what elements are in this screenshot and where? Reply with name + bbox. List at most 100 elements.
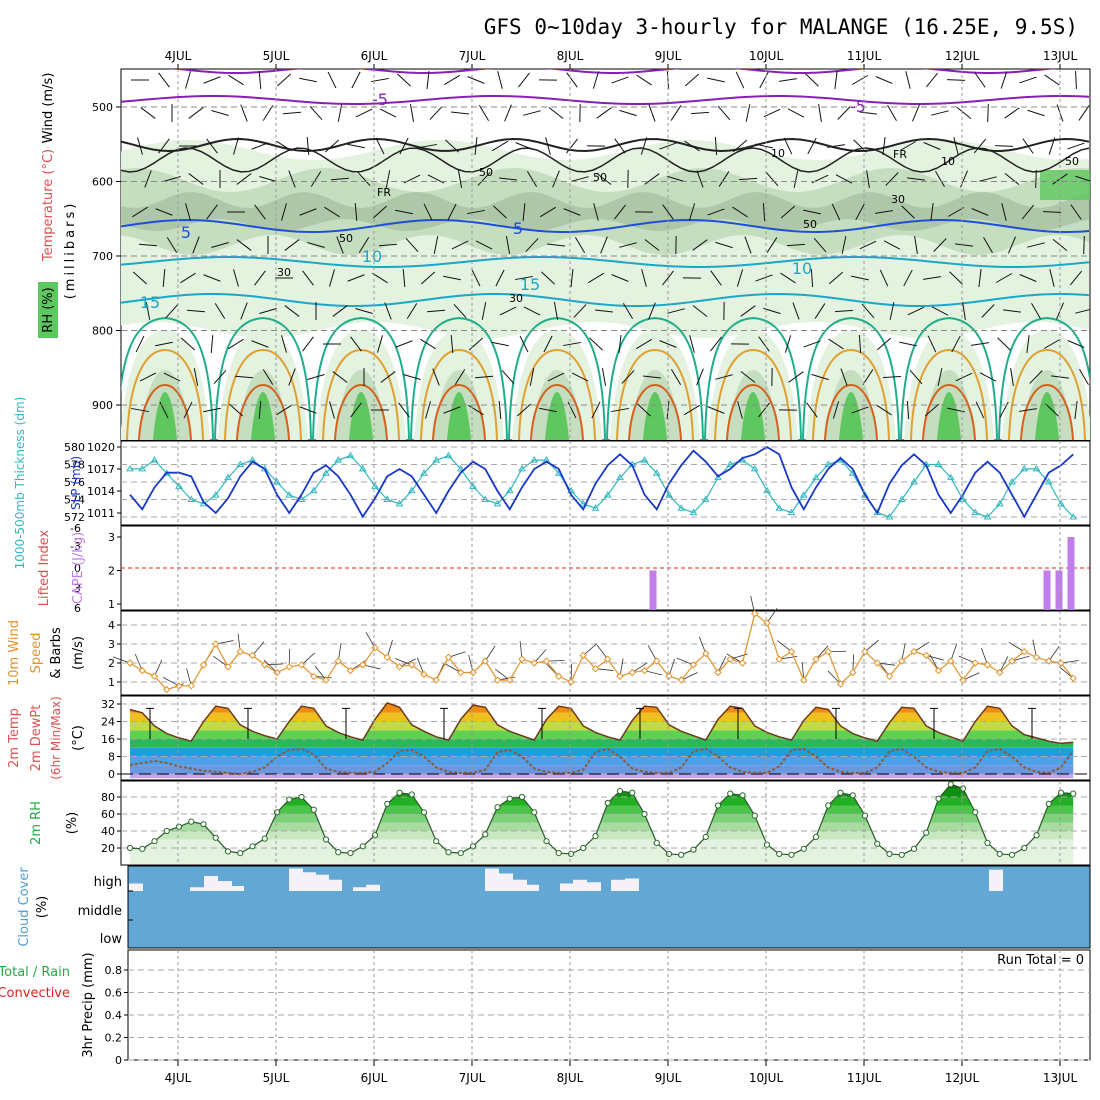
wind-barb	[792, 302, 800, 320]
wind-barb	[803, 340, 821, 348]
cloud-panel: high middle low Cloud Cover (%)	[17, 865, 1091, 949]
temp-contour-25	[616, 348, 694, 440]
wind-barb	[738, 177, 758, 181]
wind-barb	[234, 375, 254, 379]
thickness-point	[983, 513, 992, 520]
wind10m-barb	[913, 641, 930, 652]
upper-air-panel: 500 600 700 800 900 -5 -5 5 5 10 10 15 15 10 10 50 50 30…	[38, 68, 1091, 441]
wind-barb	[451, 240, 469, 250]
precip-tick-label: 0.4	[105, 1009, 123, 1022]
rh-point	[420, 809, 428, 816]
wind-barb	[492, 140, 508, 152]
date-label-top: 5JUL	[263, 49, 290, 63]
wind-barb	[185, 71, 191, 89]
wind-barb	[907, 306, 925, 316]
rh-point	[335, 849, 342, 856]
thickness-point	[530, 456, 539, 463]
cape-tick-label: 2	[108, 565, 115, 578]
cloud-high-bar	[560, 883, 574, 891]
wind-barb	[1042, 211, 1062, 213]
temp-contour-30	[1020, 383, 1074, 440]
thickness-point	[518, 464, 526, 472]
wind-barb	[522, 202, 526, 222]
wind-barb	[1075, 175, 1090, 182]
rh-point	[653, 839, 660, 847]
wind-barb	[454, 369, 466, 385]
wind-barb	[937, 368, 943, 386]
wind-barb	[1079, 368, 1089, 386]
wind-barb	[735, 71, 745, 89]
thickness-point	[224, 473, 232, 481]
wind-barb	[132, 206, 148, 218]
temp-tick-label: 8	[108, 751, 115, 764]
wind-barb	[811, 373, 829, 381]
precip-tick-label: 0	[115, 1054, 122, 1067]
temp-contour-25	[420, 348, 498, 440]
wind-barb	[567, 401, 577, 419]
label-temperature: Temperature (°C)	[41, 149, 56, 262]
thickness-point	[714, 473, 722, 481]
cape-li-panel: -6 -3 0 3 6 3 2 1 Lifted Index CAPE (J/kg)	[37, 522, 1091, 615]
temp-contour-30	[824, 383, 878, 440]
wind10m-barb	[766, 607, 778, 624]
temp-contour-25	[224, 348, 302, 440]
wind-barb	[979, 176, 997, 182]
wind-speed-point	[542, 657, 551, 665]
wind-barb	[707, 77, 725, 83]
wind-barb	[1069, 270, 1083, 286]
wind-speed-point	[518, 655, 526, 663]
wind-barb	[912, 104, 920, 122]
wind-barb	[696, 170, 704, 188]
wind-barb	[163, 372, 181, 382]
rh-point	[286, 796, 293, 803]
wind-barb	[495, 269, 505, 287]
rh-point	[567, 850, 575, 858]
rh-point	[151, 838, 158, 845]
thickness-point	[322, 469, 330, 476]
wind-barb	[644, 173, 660, 185]
wind-barb	[882, 137, 886, 155]
rh-contour-label: 50	[803, 218, 817, 231]
wind-barb	[433, 236, 439, 254]
wind-speed-point	[1020, 647, 1028, 656]
temp-contour-25	[714, 348, 792, 440]
rh-band	[130, 831, 1074, 840]
wind-barb	[457, 170, 463, 188]
wind-barb	[688, 203, 696, 221]
rh-point	[482, 831, 489, 838]
wind-speed-point	[1045, 657, 1053, 665]
wind-barb	[444, 74, 460, 86]
wind-barb	[994, 145, 1014, 147]
wind-barb	[690, 111, 710, 115]
wind-speed-point	[775, 655, 783, 663]
temp-contour-20	[704, 316, 802, 440]
wind-barb	[876, 404, 892, 416]
wind-barb	[946, 79, 966, 81]
rh-patch-green	[1040, 170, 1090, 200]
rh-point	[518, 793, 526, 801]
wind-barb	[732, 206, 748, 218]
cloud-high-bar	[499, 873, 513, 891]
wind-barb	[832, 401, 840, 419]
thickness-tick-label: 574	[64, 494, 85, 507]
wind-barb	[566, 138, 578, 154]
pressure-tick-label: 700	[92, 250, 113, 263]
wind-barb	[614, 204, 626, 220]
wind-barb	[636, 338, 652, 350]
wind10m-barb	[1011, 655, 1030, 662]
date-label-bottom: 5JUL	[263, 1071, 290, 1085]
wind-barb	[259, 176, 277, 182]
thickness-point	[603, 491, 612, 498]
wind-speed-point	[702, 649, 710, 658]
wind-speed-point	[187, 682, 195, 690]
wind-barb	[923, 142, 941, 150]
wind10m-panel: 4 3 2 1 10m Wind Speed & Barbs (m/s)	[7, 595, 1091, 696]
temp-contour-25	[518, 348, 596, 440]
cloud-high-bar	[525, 884, 539, 891]
label-precip: 3hr Precip (mm)	[81, 952, 96, 1057]
thickness-point	[150, 456, 159, 463]
wind-barb	[666, 400, 670, 420]
wind-barb	[1029, 370, 1043, 384]
date-label-top: 10JUL	[749, 49, 784, 63]
wind-speed-point	[726, 655, 734, 663]
